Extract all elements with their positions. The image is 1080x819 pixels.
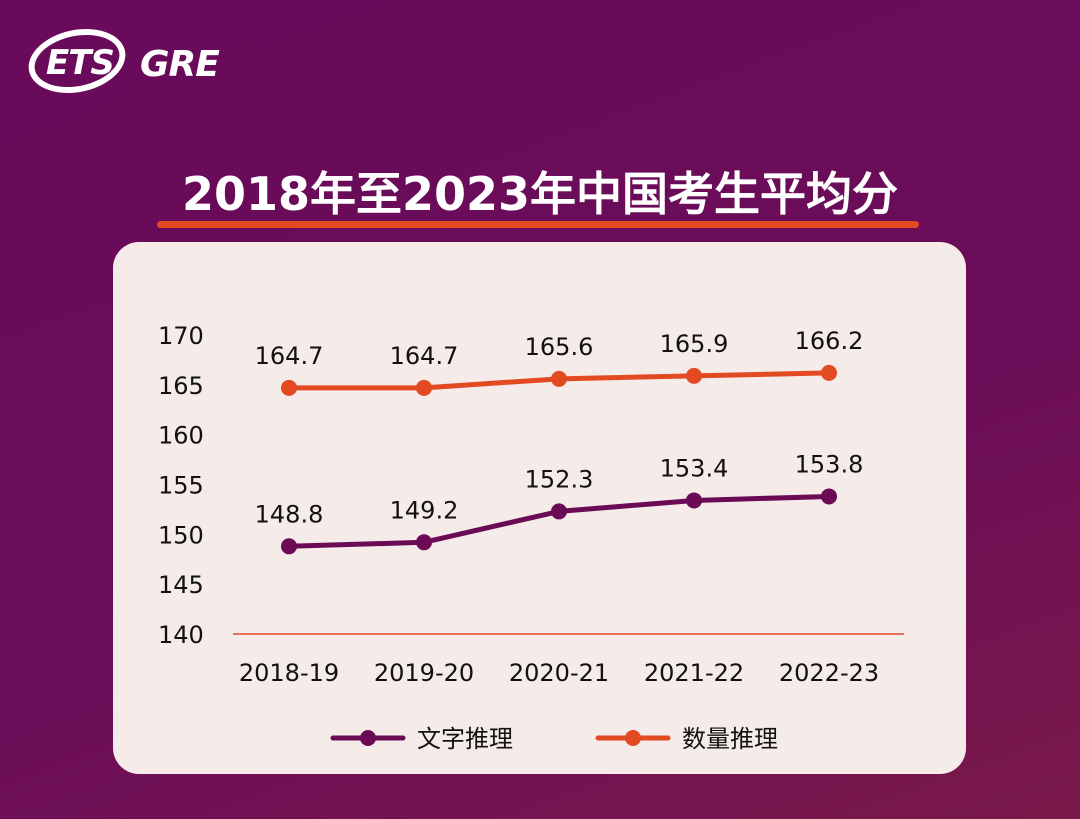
data-point bbox=[821, 364, 837, 381]
data-label: 153.8 bbox=[795, 450, 864, 478]
title-underline bbox=[157, 221, 919, 228]
data-point bbox=[821, 488, 837, 505]
y-tick-label: 150 bbox=[158, 521, 204, 549]
chart-card bbox=[113, 242, 966, 774]
y-tick-label: 145 bbox=[158, 571, 204, 599]
x-tick-label: 2021-22 bbox=[644, 659, 744, 687]
data-point bbox=[281, 379, 297, 396]
y-tick-label: 160 bbox=[158, 422, 204, 450]
y-tick-label: 155 bbox=[158, 472, 204, 500]
data-point bbox=[281, 538, 297, 555]
y-tick-label: 170 bbox=[158, 322, 204, 350]
x-tick-label: 2019-20 bbox=[374, 659, 474, 687]
y-tick-label: 165 bbox=[158, 372, 204, 400]
gre-logo-text: GRE bbox=[140, 44, 220, 85]
data-point bbox=[686, 367, 702, 384]
data-point bbox=[551, 370, 567, 387]
data-label: 165.6 bbox=[525, 333, 594, 361]
data-label: 148.8 bbox=[255, 500, 324, 528]
ets-logo-text: ETS bbox=[46, 43, 115, 83]
data-point bbox=[416, 534, 432, 551]
data-label: 166.2 bbox=[795, 327, 864, 355]
data-label: 165.9 bbox=[660, 330, 729, 358]
chart-title: 2018年至2023年中国考生平均分 bbox=[181, 167, 899, 221]
data-label: 149.2 bbox=[390, 496, 459, 524]
data-point bbox=[551, 503, 567, 520]
data-label: 164.7 bbox=[255, 342, 324, 370]
data-point bbox=[686, 492, 702, 509]
data-point bbox=[416, 379, 432, 396]
data-label: 153.4 bbox=[660, 454, 729, 482]
legend-marker bbox=[360, 730, 376, 746]
x-tick-label: 2022-23 bbox=[779, 659, 879, 687]
data-label: 152.3 bbox=[525, 465, 594, 493]
legend-marker bbox=[625, 730, 641, 746]
legend-label: 文字推理 bbox=[417, 725, 513, 753]
x-tick-label: 2020-21 bbox=[509, 659, 609, 687]
legend-label: 数量推理 bbox=[682, 725, 778, 753]
ets-gre-logo: ETS GRE bbox=[22, 20, 248, 102]
y-tick-label: 140 bbox=[158, 621, 204, 649]
x-tick-label: 2018-19 bbox=[239, 659, 339, 687]
data-label: 164.7 bbox=[390, 342, 459, 370]
